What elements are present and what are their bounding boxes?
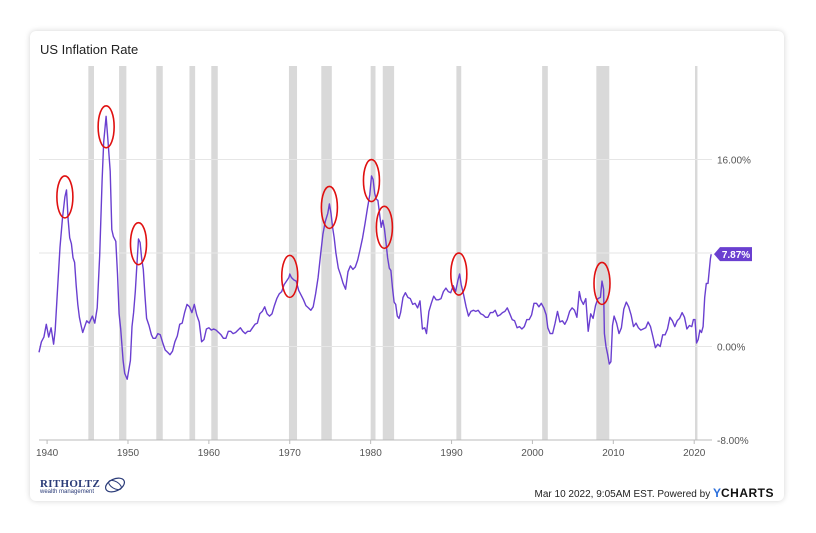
x-tick-label: 1960: [198, 448, 221, 459]
ycharts-y: Y: [712, 486, 721, 500]
highlighted-peak: [320, 185, 339, 230]
inflation-line: [38, 115, 712, 380]
ycharts-brand[interactable]: CHARTS: [721, 486, 774, 500]
highlighted-peak: [129, 221, 148, 266]
highlighted-peak: [593, 261, 611, 306]
footer-powered-by: Powered by: [657, 489, 711, 500]
y-tick-label: -8.00%: [717, 436, 749, 447]
x-tick-label: 1970: [279, 448, 302, 459]
highlighted-peak: [97, 104, 115, 149]
chart-card: [30, 31, 784, 501]
x-tick-label: 1950: [117, 448, 140, 459]
x-tick-label: 2010: [602, 448, 625, 459]
x-tick-label: 2020: [683, 448, 706, 459]
last-value-label: 7.87%: [722, 250, 750, 261]
chart-footer: Mar 10 2022, 9:05AM EST. Powered by YCHA…: [535, 486, 774, 500]
highlighted-peak: [375, 205, 394, 250]
footer-timestamp: Mar 10 2022, 9:05AM EST.: [534, 489, 655, 500]
y-tick-label: 16.00%: [717, 156, 751, 167]
x-tick-label: 1940: [36, 448, 59, 459]
highlighted-peak: [56, 175, 74, 219]
logo-wordmark: RITHOLTZ: [40, 478, 101, 490]
logo-swirl-icon: [104, 477, 126, 493]
last-value-badge: [714, 247, 752, 262]
highlighted-peak: [280, 254, 299, 299]
x-tick-label: 2000: [521, 448, 544, 459]
chart-title: US Inflation Rate: [40, 42, 139, 57]
logo-subtitle: wealth management: [40, 489, 95, 495]
x-tick-label: 1990: [440, 448, 463, 459]
ritholtz-logo: RITHOLTZ wealth management: [40, 477, 130, 500]
highlighted-peak: [362, 158, 381, 203]
x-tick-label: 1980: [360, 448, 383, 459]
y-tick-label: 0.00%: [717, 343, 745, 354]
highlighted-peak: [450, 252, 468, 296]
